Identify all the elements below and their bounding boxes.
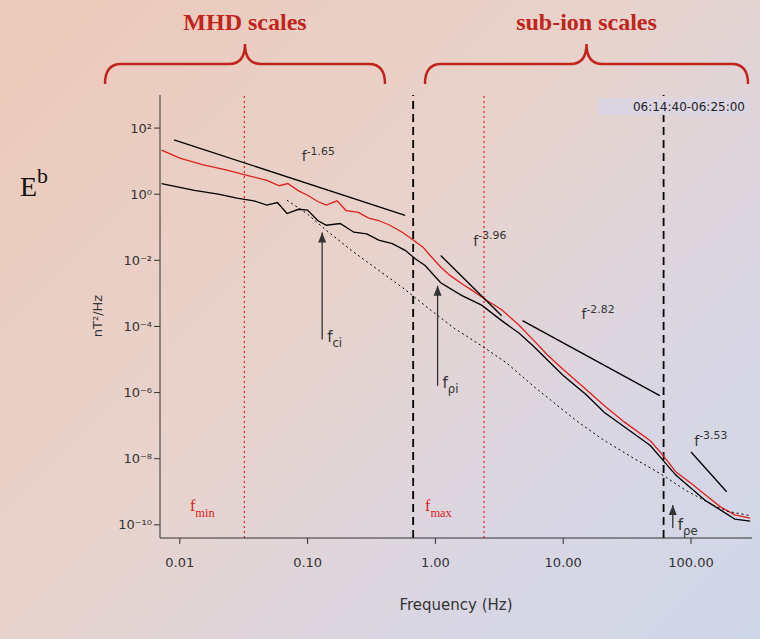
svg-text:Frequency (Hz): Frequency (Hz) [399, 596, 512, 614]
svg-text:10²: 10² [130, 121, 152, 136]
svg-text:0.10: 0.10 [293, 555, 322, 570]
svg-text:MHD scales: MHD scales [183, 9, 306, 35]
svg-text:fci: fci [327, 328, 342, 350]
svg-text:f-2.82: f-2.82 [581, 303, 614, 322]
svg-text:Eb: Eb [20, 164, 48, 202]
svg-text:10⁰: 10⁰ [130, 187, 152, 202]
svg-text:10⁻²: 10⁻² [123, 253, 152, 268]
svg-text:1.00: 1.00 [421, 555, 450, 570]
svg-text:0.01: 0.01 [165, 555, 194, 570]
svg-text:fmax: fmax [425, 497, 453, 520]
svg-text:10⁻⁴: 10⁻⁴ [123, 319, 152, 334]
svg-text:10⁻⁸: 10⁻⁸ [123, 451, 152, 466]
svg-text:nT²/Hz: nT²/Hz [90, 295, 105, 338]
svg-text:fρi: fρi [443, 374, 459, 396]
svg-text:06:14:40-06:25:00: 06:14:40-06:25:00 [633, 100, 745, 114]
svg-text:fρe: fρe [678, 516, 698, 538]
svg-text:100.00: 100.00 [668, 555, 714, 570]
svg-text:f-3.53: f-3.53 [694, 429, 727, 448]
svg-text:f-3.96: f-3.96 [473, 229, 506, 248]
svg-text:sub-ion scales: sub-ion scales [516, 9, 657, 35]
svg-text:10⁻⁶: 10⁻⁶ [123, 385, 152, 400]
svg-text:10⁻¹⁰: 10⁻¹⁰ [118, 517, 152, 532]
svg-text:10.00: 10.00 [545, 555, 582, 570]
svg-text:f-1.65: f-1.65 [302, 145, 335, 164]
svg-text:fmin: fmin [190, 497, 215, 520]
